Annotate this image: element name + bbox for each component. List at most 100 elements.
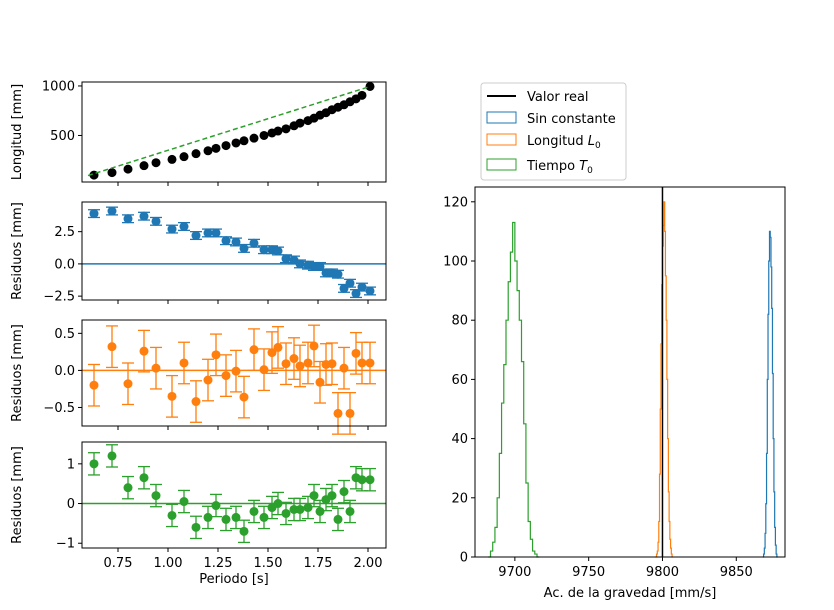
data-point — [281, 124, 291, 134]
x-axis-label: Periodo [s] — [199, 572, 269, 587]
y-tick-label: 40 — [451, 432, 468, 447]
data-point — [107, 168, 117, 178]
panel-residuos-tiempo: −1 0 1 0.75 1.00 1.25 1.50 1.75 2.00 Residuos [mm… — [10, 441, 387, 587]
data-point — [295, 361, 305, 371]
y-tick-label: −0.5 — [43, 401, 75, 416]
data-point — [179, 222, 189, 231]
data-point — [345, 506, 355, 516]
data-point — [295, 504, 305, 514]
data-point — [327, 491, 337, 501]
data-point — [167, 510, 177, 520]
data-point — [333, 269, 343, 279]
legend-box-swatch — [486, 133, 517, 146]
axes-frame — [81, 441, 387, 549]
legend-label: Valor real — [527, 90, 589, 105]
data-point — [221, 371, 231, 381]
data-point — [273, 246, 283, 256]
data-point — [203, 512, 213, 522]
data-point — [357, 90, 367, 100]
data-point — [221, 514, 231, 524]
data-point — [239, 392, 249, 402]
data-point — [191, 522, 201, 532]
x-tick-label: 9800 — [646, 565, 679, 580]
x-tick-label: 1.25 — [204, 556, 233, 571]
data-point — [365, 475, 375, 485]
axes-frame — [81, 81, 387, 183]
data-point — [167, 154, 177, 164]
data-point — [239, 136, 249, 146]
y-axis-label: Residuos [mm] — [10, 446, 25, 544]
legend-label: Longitud L0 — [527, 134, 601, 151]
data-point — [231, 366, 241, 376]
data-point — [295, 118, 305, 128]
panel-longitud: 500 1000 Longitud [mm] — [10, 79, 387, 186]
data-point — [179, 358, 189, 368]
data-point — [303, 358, 313, 368]
data-point — [273, 499, 283, 509]
data-point — [333, 514, 343, 524]
data-point — [273, 126, 283, 136]
x-axis-label: Ac. de la gravedad [mm/s] — [544, 586, 717, 601]
data-point — [123, 483, 133, 493]
data-point — [259, 512, 269, 522]
data-point — [249, 506, 259, 516]
y-tick-label: −1 — [56, 537, 75, 552]
data-point — [303, 503, 313, 513]
data-point — [89, 380, 99, 390]
y-tick-label: 20 — [451, 491, 468, 506]
y-tick-label: 0.5 — [54, 327, 75, 342]
legend-label-symbol: L — [588, 134, 595, 149]
data-point — [259, 245, 269, 255]
data-point — [139, 473, 149, 483]
data-point — [211, 501, 221, 511]
data-point — [179, 497, 189, 507]
data-point — [203, 228, 213, 238]
data-point — [151, 216, 161, 226]
data-point — [327, 359, 337, 369]
histogram-step — [655, 201, 673, 558]
axes-frame — [81, 201, 387, 301]
x-tick-label: 0.75 — [104, 556, 133, 571]
data-point — [339, 363, 349, 373]
data-point — [345, 408, 355, 418]
data-point — [107, 342, 117, 352]
y-tick-label: 0 — [67, 497, 75, 512]
y-tick-label: 0.0 — [54, 257, 75, 272]
x-tick-label: 1.00 — [154, 556, 183, 571]
data-point — [357, 358, 367, 368]
data-point — [191, 231, 201, 241]
legend-label-subscript: 0 — [587, 166, 593, 176]
data-point — [89, 459, 99, 469]
data-point — [151, 158, 161, 168]
x-tick-label: 9750 — [572, 565, 605, 580]
data-point — [151, 363, 161, 373]
data-point — [357, 475, 367, 485]
legend-label-symbol: T — [579, 159, 588, 174]
data-point — [239, 243, 249, 253]
legend: Valor real Sin constante Longitud L0 Tiempo… — [480, 82, 627, 181]
data-point — [273, 342, 283, 352]
data-point — [345, 278, 355, 288]
y-tick-label: −2.5 — [43, 290, 75, 305]
y-axis-label: Residuos [mm] — [10, 324, 25, 422]
y-axis-label: Residuos [mm] — [10, 202, 25, 300]
data-point — [211, 350, 221, 360]
data-point — [339, 487, 349, 497]
data-point — [203, 375, 213, 385]
data-point — [351, 348, 361, 358]
y-tick-label: 0.0 — [54, 364, 75, 379]
x-tick-label: 9700 — [498, 565, 531, 580]
data-point — [167, 224, 177, 234]
data-point — [221, 141, 231, 151]
data-point — [315, 506, 325, 516]
legend-box — [480, 82, 627, 181]
data-point — [239, 526, 249, 536]
legend-label: Tiempo T0 — [526, 159, 593, 176]
y-axis-label: Longitud [mm] — [10, 84, 25, 180]
data-point — [151, 491, 161, 501]
data-point — [339, 283, 349, 293]
legend-label: Sin constante — [527, 112, 616, 127]
y-tick-label: 60 — [451, 373, 468, 388]
data-point — [89, 209, 99, 219]
